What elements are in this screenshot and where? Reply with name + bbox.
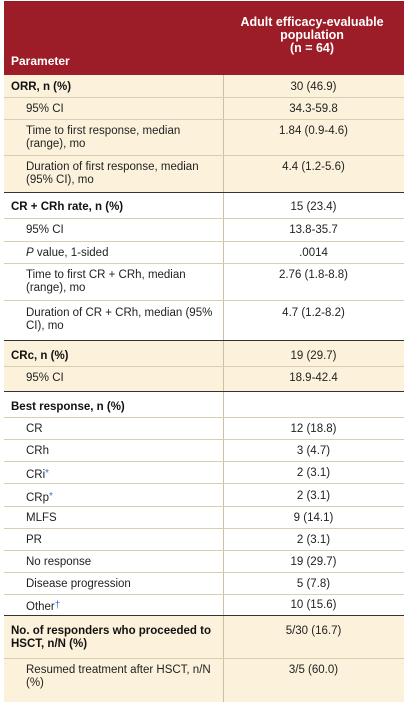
row-rule	[4, 483, 404, 484]
row-label-rest: value, 1-sided	[33, 247, 109, 259]
row-rule	[4, 572, 404, 573]
column-divider	[223, 392, 224, 615]
row-value: 12 (18.8)	[290, 423, 337, 435]
row-rule	[4, 241, 404, 242]
row-label: No response	[26, 556, 92, 568]
column-divider	[223, 616, 224, 702]
row-rule	[4, 97, 404, 98]
row-value: 4.4 (1.2-5.6)	[282, 161, 345, 173]
section-title: Best response, n (%)	[11, 401, 125, 413]
row-value: 18.9-42.4	[289, 372, 338, 384]
row-label: MLFS	[26, 512, 57, 524]
section-separator	[4, 192, 404, 193]
row-label: 95% CI	[26, 372, 64, 384]
section-separator	[4, 615, 404, 616]
section-title: CRc, n (%)	[11, 350, 69, 362]
footnote-mark: *	[49, 491, 53, 502]
section-separator	[4, 340, 404, 341]
header-parameter: Parameter	[11, 54, 70, 68]
row-value: 30 (46.9)	[290, 81, 337, 93]
row-value: .0014	[299, 247, 328, 259]
section-title: ORR, n (%)	[11, 81, 72, 93]
row-label-text: CRp	[26, 492, 50, 504]
column-divider	[223, 193, 224, 340]
row-label: CRp*	[26, 490, 216, 505]
row-rule	[4, 119, 404, 120]
row-value: 2 (3.1)	[296, 467, 331, 479]
row-rule	[4, 439, 404, 440]
row-label: CR	[26, 423, 43, 435]
row-value: 2 (3.1)	[296, 490, 331, 502]
section-hsct	[4, 616, 404, 702]
row-value: 2 (3.1)	[296, 534, 331, 546]
row-value: 5/30 (16.7)	[285, 625, 342, 637]
row-value: 4.7 (1.2-8.2)	[282, 307, 345, 319]
row-label: P value, 1-sided	[26, 247, 216, 260]
row-value: 1.84 (0.9-4.6)	[278, 125, 349, 137]
row-value: 3 (4.7)	[296, 445, 331, 457]
row-label: 95% CI	[26, 224, 64, 236]
row-value: 3/5 (60.0)	[288, 664, 339, 676]
row-value: 10 (15.6)	[290, 599, 337, 611]
row-label: Duration of CR + CRh, median (95% CI), m…	[26, 307, 213, 332]
row-label: Disease progression	[26, 578, 131, 590]
row-rule	[4, 594, 404, 595]
row-rule	[4, 417, 404, 418]
row-label-text: Other	[26, 601, 55, 613]
row-rule	[4, 461, 404, 462]
header-population-label: Adult efficacy-evaluable population	[240, 15, 384, 42]
row-value: 9 (14.1)	[293, 512, 334, 524]
row-rule	[4, 658, 404, 659]
row-value: 34.3-59.8	[289, 103, 338, 115]
row-label: CRh	[26, 445, 50, 457]
row-value: 19 (29.7)	[290, 350, 337, 362]
row-rule	[4, 366, 404, 367]
row-label-text: CRi	[26, 469, 46, 481]
row-value: 5 (7.8)	[296, 578, 331, 590]
row-rule	[4, 528, 404, 529]
row-rule	[4, 155, 404, 156]
table-header: Parameter Adult efficacy-evaluable popul…	[4, 2, 404, 75]
row-value: 15 (23.4)	[290, 201, 337, 213]
row-rule	[4, 300, 404, 301]
section-title: CR + CRh rate, n (%)	[11, 201, 124, 213]
row-label: Resumed treatment after HSCT, n/N (%)	[26, 664, 211, 689]
row-rule	[4, 218, 404, 219]
row-label: PR	[26, 534, 42, 546]
row-label: CRi*	[26, 467, 216, 482]
section-separator	[4, 391, 404, 392]
row-rule	[4, 263, 404, 264]
row-label: Other†	[26, 599, 216, 614]
p-italic: P	[26, 247, 34, 259]
row-value: 13.8-35.7	[289, 224, 338, 236]
row-value: 2.76 (1.8-8.8)	[278, 269, 349, 281]
row-rule	[4, 506, 404, 507]
column-divider	[223, 75, 224, 192]
footnote-mark: *	[45, 468, 50, 479]
efficacy-table: Parameter Adult efficacy-evaluable popul…	[4, 1, 404, 702]
footnote-mark: †	[54, 600, 61, 611]
row-value: 19 (29.7)	[290, 556, 337, 568]
section-cr-crh	[4, 193, 404, 340]
section-orr	[4, 75, 404, 192]
row-rule	[4, 550, 404, 551]
row-label: 95% CI	[26, 103, 64, 115]
row-label: Time to first response, median (range), …	[26, 125, 181, 150]
section-best-response	[4, 392, 404, 615]
section-title: No. of responders who proceeded to HSCT,…	[11, 625, 211, 650]
header-population: Adult efficacy-evaluable population (n =…	[226, 16, 398, 55]
row-label: Time to first CR + CRh, median (range), …	[26, 269, 186, 294]
header-population-n: (n = 64)	[289, 41, 335, 55]
row-label: Duration of first response, median (95% …	[26, 161, 199, 186]
table-row: ORR, n (%) 30 (46.9)	[4, 81, 404, 97]
